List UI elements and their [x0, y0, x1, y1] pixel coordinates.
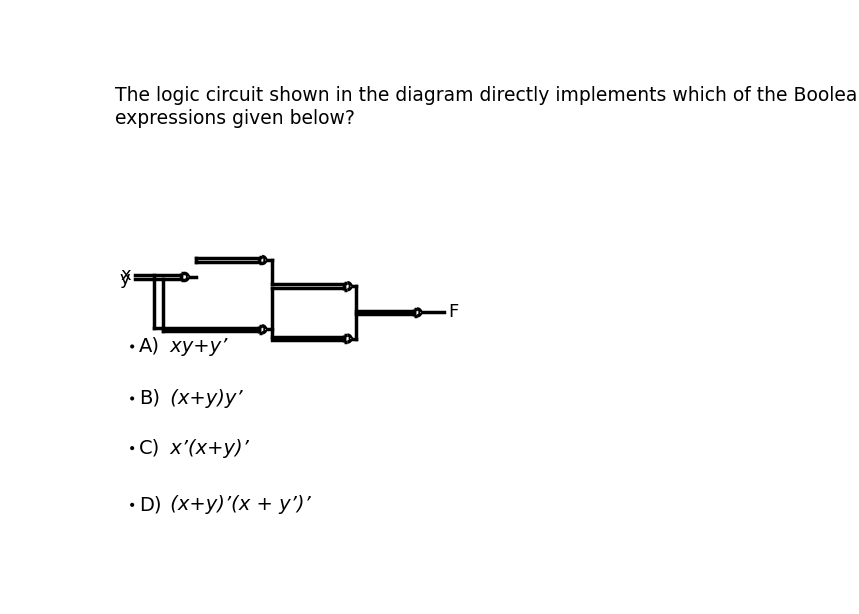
Text: xy+y’: xy+y’: [164, 337, 228, 356]
Circle shape: [265, 329, 266, 330]
Text: (x+y)’(x + y’)’: (x+y)’(x + y’)’: [164, 495, 311, 515]
Text: y: y: [120, 270, 131, 288]
Circle shape: [187, 276, 188, 278]
Text: x: x: [120, 266, 131, 284]
Text: D): D): [139, 495, 161, 515]
Text: (x+y)y’: (x+y)y’: [164, 389, 243, 408]
Text: C): C): [139, 438, 161, 457]
Text: The logic circuit shown in the diagram directly implements which of the Boolean: The logic circuit shown in the diagram d…: [115, 86, 859, 105]
Text: expressions given below?: expressions given below?: [115, 109, 355, 128]
Text: F: F: [448, 303, 459, 321]
Text: A): A): [139, 337, 161, 356]
Circle shape: [350, 286, 351, 287]
Circle shape: [350, 338, 351, 339]
Text: B): B): [139, 389, 161, 408]
Text: x’(x+y)’: x’(x+y)’: [164, 438, 249, 457]
Circle shape: [420, 312, 421, 313]
